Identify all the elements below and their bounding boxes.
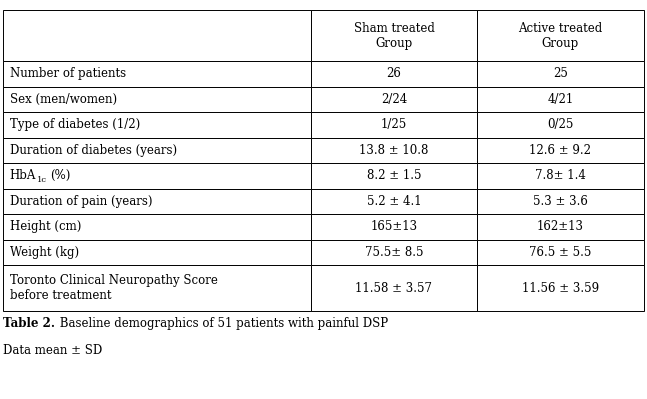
Bar	[3, 10, 311, 61]
Text: Active treated
Group: Active treated Group	[518, 22, 602, 49]
Bar	[3, 87, 311, 112]
Text: Table 2.: Table 2.	[3, 317, 55, 330]
Text: Duration of pain (years): Duration of pain (years)	[10, 195, 152, 208]
Text: 11.58 ± 3.57: 11.58 ± 3.57	[355, 282, 432, 295]
Bar	[3, 265, 311, 311]
Bar	[311, 10, 477, 61]
Bar	[477, 138, 644, 163]
Bar	[3, 214, 311, 240]
Text: Weight (kg): Weight (kg)	[10, 246, 79, 259]
Bar	[477, 163, 644, 189]
Bar	[3, 138, 311, 163]
Bar	[477, 214, 644, 240]
Text: Type of diabetes (1/2): Type of diabetes (1/2)	[10, 119, 140, 131]
Bar	[311, 214, 477, 240]
Text: 162±13: 162±13	[537, 221, 584, 233]
Text: 13.8 ± 10.8: 13.8 ± 10.8	[359, 144, 429, 157]
Text: Toronto Clinical Neuropathy Score
before treatment: Toronto Clinical Neuropathy Score before…	[10, 274, 217, 302]
Text: 25: 25	[553, 67, 568, 80]
Text: 0/25: 0/25	[547, 119, 574, 131]
Text: Sex (men/women): Sex (men/women)	[10, 93, 117, 106]
Bar	[311, 138, 477, 163]
Bar	[311, 189, 477, 214]
Bar	[477, 265, 644, 311]
Bar	[311, 61, 477, 87]
Text: Height (cm): Height (cm)	[10, 221, 81, 233]
Text: 12.6 ± 9.2: 12.6 ± 9.2	[529, 144, 591, 157]
Text: Number of patients: Number of patients	[10, 67, 126, 80]
Bar	[3, 189, 311, 214]
Text: 11.56 ± 3.59: 11.56 ± 3.59	[522, 282, 599, 295]
Bar	[3, 112, 311, 138]
Bar	[311, 112, 477, 138]
Text: 8.2 ± 1.5: 8.2 ± 1.5	[367, 170, 421, 182]
Bar	[477, 189, 644, 214]
Bar	[3, 163, 311, 189]
Text: 76.5 ± 5.5: 76.5 ± 5.5	[529, 246, 592, 259]
Bar	[477, 10, 644, 61]
Text: 1c: 1c	[37, 176, 47, 184]
Text: 5.2 ± 4.1: 5.2 ± 4.1	[367, 195, 421, 208]
Bar	[311, 87, 477, 112]
Bar	[311, 240, 477, 265]
Text: HbA: HbA	[10, 170, 36, 182]
Bar	[3, 61, 311, 87]
Bar	[477, 240, 644, 265]
Bar	[311, 163, 477, 189]
Bar	[477, 87, 644, 112]
Text: (%): (%)	[50, 170, 71, 182]
Text: 165±13: 165±13	[370, 221, 417, 233]
Text: 4/21: 4/21	[547, 93, 574, 106]
Bar	[3, 240, 311, 265]
Text: 5.3 ± 3.6: 5.3 ± 3.6	[533, 195, 588, 208]
Text: Sham treated
Group: Sham treated Group	[353, 22, 434, 49]
Text: 7.8± 1.4: 7.8± 1.4	[535, 170, 586, 182]
Bar	[477, 112, 644, 138]
Text: Duration of diabetes (years): Duration of diabetes (years)	[10, 144, 177, 157]
Bar	[477, 61, 644, 87]
Text: 1/25: 1/25	[381, 119, 407, 131]
Text: Baseline demographics of 51 patients with painful DSP: Baseline demographics of 51 patients wit…	[56, 317, 388, 330]
Text: Data mean ± SD: Data mean ± SD	[3, 344, 102, 358]
Text: 2/24: 2/24	[381, 93, 407, 106]
Bar	[311, 265, 477, 311]
Text: 26: 26	[386, 67, 401, 80]
Text: 75.5± 8.5: 75.5± 8.5	[365, 246, 423, 259]
